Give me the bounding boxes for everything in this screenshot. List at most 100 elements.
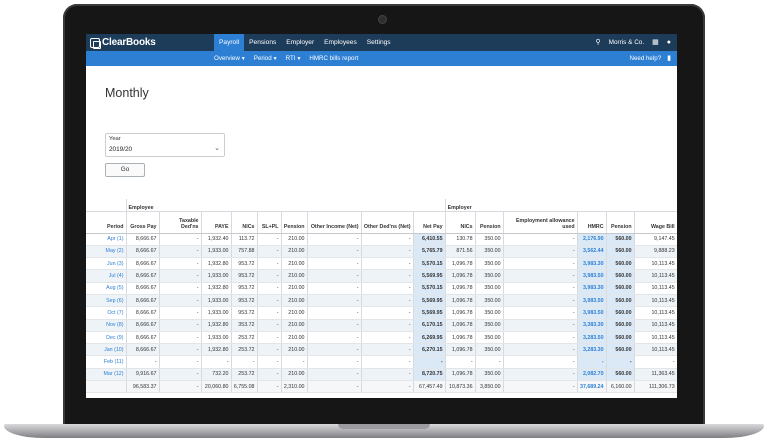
period-link[interactable]: Aug (5): [86, 282, 127, 295]
table-cell: 5,569.95: [413, 269, 446, 283]
table-row[interactable]: Jan (10) 8,666.67-1,932.80 253.72-210.00- -…: [86, 343, 677, 357]
table-group-header: Employee Employer: [86, 199, 677, 212]
table-row[interactable]: Apr (1) 8,666.67-1,932.40 113.72-210.00- -6…: [86, 233, 677, 246]
table-row[interactable]: Jun (3) 8,666.67-1,932.80 953.72-210.00- -5…: [86, 257, 677, 271]
column-header: HMRC: [577, 211, 607, 234]
table-cell: 953.72: [231, 269, 258, 283]
table-cell: 953.72: [231, 306, 258, 320]
bookmark-icon[interactable]: ▮: [667, 55, 671, 62]
table-cell: -: [159, 282, 202, 295]
subnav-rti[interactable]: RTI▼: [286, 55, 302, 62]
period-link[interactable]: Apr (1): [86, 233, 127, 246]
table-cell: -: [361, 257, 414, 271]
table-row[interactable]: Nov (8) 8,666.67-1,932.80 353.72-210.00- -6…: [86, 319, 677, 332]
table-cell: -: [503, 355, 578, 369]
table-row[interactable]: Oct (7) 8,666.67-1,933.00 953.72-210.00- -5…: [86, 306, 677, 320]
top-navigation-bar: ClearBooks Payroll Pensions Employer Emp…: [86, 34, 677, 51]
subnav-period[interactable]: Period▼: [254, 55, 278, 62]
table-cell: 3,383.30: [577, 319, 607, 332]
table-cell: -: [361, 306, 414, 320]
table-cell: -: [257, 269, 282, 283]
table-row[interactable]: Jul (4) 8,666.67-1,933.00 953.72-210.00- -5…: [86, 269, 677, 283]
monthly-payroll-table: Employee Employer Period Gross Pay Taxable…: [86, 199, 677, 394]
table-cell: -: [159, 294, 202, 308]
nav-pensions[interactable]: Pensions: [249, 39, 277, 46]
period-link[interactable]: Jan (10): [86, 343, 127, 357]
table-cell: 732.20: [201, 368, 232, 382]
table-cell: 10,113.45: [634, 282, 677, 295]
main-nav: Payroll Pensions Employer Employees Sett…: [214, 34, 396, 51]
company-name[interactable]: Morris & Co.: [608, 39, 645, 46]
go-button[interactable]: Go: [105, 163, 145, 177]
table-row[interactable]: Dec (9) 8,666.67-1,933.00 253.72-210.00- -6…: [86, 331, 677, 345]
table-cell: -: [281, 355, 308, 369]
year-select[interactable]: Year 2019/20 ⌄: [105, 133, 225, 157]
table-row[interactable]: Aug (5) 8,666.67-1,932.80 953.72-210.00- -5…: [86, 282, 677, 295]
table-cell: 8,666.67: [126, 233, 160, 246]
table-cell: 210.00: [281, 257, 308, 271]
period-link[interactable]: Dec (9): [86, 331, 127, 345]
table-cell: 5,570.15: [413, 257, 446, 271]
search-icon[interactable]: ⚲: [595, 39, 601, 46]
table-cell: 560.00: [606, 245, 635, 259]
table-cell: 10,113.45: [634, 343, 677, 357]
table-row[interactable]: May (2) 8,666.67-1,933.00 757.88-210.00- -5…: [86, 245, 677, 259]
table-cell: -: [577, 355, 607, 369]
user-icon[interactable]: ●: [666, 39, 671, 46]
table-cell: 560.00: [606, 319, 635, 332]
nav-payroll[interactable]: Payroll: [214, 34, 245, 51]
table-cell: -: [361, 355, 414, 369]
total-cell: 67,457.49: [413, 380, 446, 394]
period-link[interactable]: Sep (6): [86, 294, 127, 308]
table-cell: 8,720.75: [413, 368, 446, 382]
period-link[interactable]: Nov (8): [86, 319, 127, 332]
table-row[interactable]: Mar (12) 9,916.67-732.20 253.72-210.00- -8,…: [86, 368, 677, 382]
table-cell: 3,983.50: [577, 294, 607, 308]
total-cell: 10,873.36: [445, 380, 476, 394]
period-link[interactable]: Oct (7): [86, 306, 127, 320]
total-cell: -: [361, 380, 414, 394]
table-cell: -: [307, 355, 362, 369]
total-cell: 111,306.73: [634, 380, 677, 394]
period-link[interactable]: Jun (3): [86, 257, 127, 271]
nav-settings[interactable]: Settings: [366, 39, 391, 46]
nav-employees[interactable]: Employees: [324, 39, 357, 46]
table-cell: 10,113.45: [634, 269, 677, 283]
table-cell: 5,569.95: [413, 306, 446, 320]
table-cell: 953.72: [231, 294, 258, 308]
table-cell: 6,270.15: [413, 343, 446, 357]
table-cell: -: [257, 319, 282, 332]
column-header: Net Pay: [413, 211, 446, 234]
table-row[interactable]: Feb (11) - - - - - - - - - - - - - - -: [86, 355, 677, 369]
table-cell: 350.00: [475, 245, 504, 259]
table-cell: -: [307, 343, 362, 357]
need-help-link[interactable]: Need help?: [629, 55, 662, 62]
app-logo[interactable]: ClearBooks: [90, 37, 214, 49]
table-cell: -: [257, 331, 282, 345]
period-link[interactable]: Jul (4): [86, 269, 127, 283]
table-cell: 8,666.67: [126, 294, 160, 308]
nav-employer[interactable]: Employer: [286, 39, 315, 46]
table-cell: 1,932.80: [201, 282, 232, 295]
subnav-overview[interactable]: Overview▼: [214, 55, 246, 62]
period-link[interactable]: Feb (11): [86, 355, 127, 369]
table-cell: 953.72: [231, 282, 258, 295]
table-cell: -: [361, 245, 414, 259]
subnav-hmrc-bills-report[interactable]: HMRC bills report: [309, 55, 359, 62]
table-cell: -: [257, 245, 282, 259]
table-cell: -: [361, 269, 414, 283]
building-icon[interactable]: ▦: [652, 39, 659, 46]
table-cell: 3,983.30: [577, 282, 607, 295]
total-cell: 3,850.00: [475, 380, 504, 394]
table-cell: 757.88: [231, 245, 258, 259]
table-cell: -: [503, 368, 578, 382]
period-link[interactable]: Mar (12): [86, 368, 127, 382]
table-row[interactable]: Sep (6) 8,666.67-1,933.00 953.72-210.00- -5…: [86, 294, 677, 308]
table-cell: -: [257, 233, 282, 246]
sub-nav: Overview▼ Period▼ RTI▼ HMRC bills report: [214, 55, 358, 62]
table-cell: -: [231, 355, 258, 369]
period-link[interactable]: May (2): [86, 245, 127, 259]
total-cell: -: [257, 380, 282, 394]
sub-navigation-bar: Overview▼ Period▼ RTI▼ HMRC bills report…: [86, 51, 677, 66]
table-cell: 253.72: [231, 343, 258, 357]
